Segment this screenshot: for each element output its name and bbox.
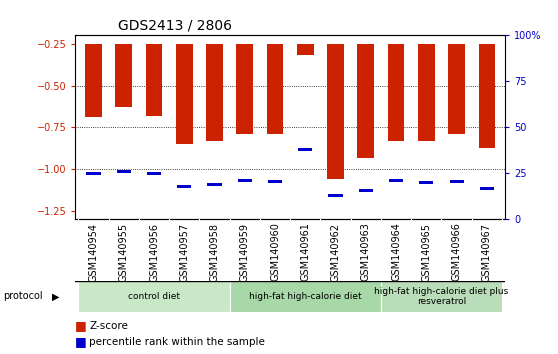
Bar — [86, 172, 100, 175]
Bar — [85, 44, 102, 118]
Text: GSM140965: GSM140965 — [421, 223, 431, 281]
Bar — [298, 148, 312, 151]
Bar — [177, 185, 191, 188]
Text: GSM140958: GSM140958 — [209, 223, 219, 281]
Bar — [268, 180, 282, 183]
Bar — [479, 44, 495, 148]
Text: GSM140967: GSM140967 — [482, 223, 492, 281]
Bar — [450, 180, 464, 183]
Bar — [146, 44, 162, 116]
Text: protocol: protocol — [3, 291, 42, 302]
Bar — [176, 44, 193, 144]
Text: high-fat high-calorie diet: high-fat high-calorie diet — [249, 292, 362, 301]
Text: GSM140954: GSM140954 — [89, 223, 98, 281]
Bar — [389, 179, 403, 182]
Bar — [206, 44, 223, 141]
Text: ■: ■ — [75, 319, 87, 332]
Text: ■: ■ — [75, 335, 87, 348]
Bar — [147, 172, 161, 175]
Bar — [418, 44, 435, 141]
Text: GSM140961: GSM140961 — [300, 223, 310, 281]
Text: GSM140957: GSM140957 — [179, 223, 189, 282]
Bar — [208, 183, 222, 186]
Bar — [359, 189, 373, 192]
Bar — [329, 194, 343, 197]
Bar — [117, 170, 131, 173]
Bar — [327, 44, 344, 179]
Bar — [381, 281, 502, 312]
Bar — [230, 281, 381, 312]
Bar — [388, 44, 405, 141]
Text: GSM140955: GSM140955 — [119, 223, 129, 282]
Text: GSM140960: GSM140960 — [270, 223, 280, 281]
Text: GSM140963: GSM140963 — [361, 223, 371, 281]
Bar — [78, 281, 230, 312]
Bar — [480, 187, 494, 190]
Text: high-fat high-calorie diet plus
resveratrol: high-fat high-calorie diet plus resverat… — [374, 287, 508, 306]
Text: GSM140964: GSM140964 — [391, 223, 401, 281]
Bar — [267, 44, 283, 134]
Bar — [448, 44, 465, 134]
Text: control diet: control diet — [128, 292, 180, 301]
Bar — [238, 179, 252, 182]
Text: GSM140966: GSM140966 — [451, 223, 461, 281]
Text: GSM140962: GSM140962 — [330, 223, 340, 281]
Text: GDS2413 / 2806: GDS2413 / 2806 — [118, 19, 232, 33]
Text: percentile rank within the sample: percentile rank within the sample — [89, 337, 265, 347]
Bar — [116, 44, 132, 107]
Bar — [358, 44, 374, 158]
Text: ▶: ▶ — [52, 291, 59, 302]
Bar — [419, 181, 434, 184]
Text: GSM140959: GSM140959 — [240, 223, 250, 281]
Bar — [237, 44, 253, 134]
Bar — [297, 44, 314, 56]
Text: Z-score: Z-score — [89, 321, 128, 331]
Text: GSM140956: GSM140956 — [149, 223, 159, 281]
